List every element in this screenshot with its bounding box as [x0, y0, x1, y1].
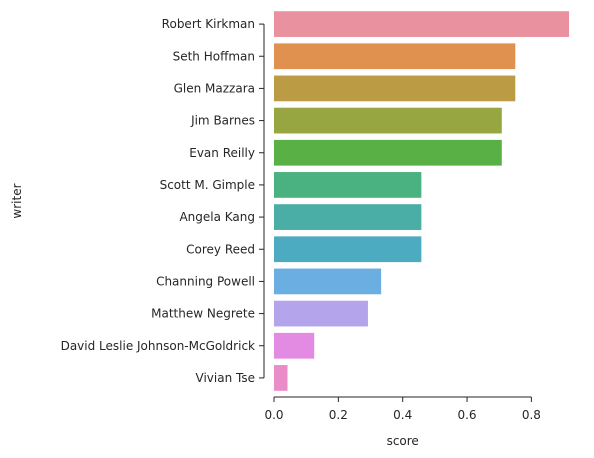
bar-9: [274, 300, 368, 327]
x-tick-label-3: 0.6: [457, 408, 476, 422]
y-tick-label-0: Robert Kirkman: [162, 17, 255, 31]
y-tick-label-2: Glen Mazzara: [174, 81, 255, 95]
y-tick-label-9: Matthew Negrete: [151, 307, 255, 321]
bar-1: [274, 43, 516, 70]
y-tick-labels: Robert Kirkman Seth Hoffman Glen Mazzara Ji…: [61, 17, 255, 385]
bar-10: [274, 332, 315, 359]
y-tick-label-6: Angela Kang: [179, 210, 255, 224]
bar-6: [274, 204, 422, 230]
bar-4: [274, 139, 502, 166]
bar-7: [274, 236, 422, 263]
bars-group: [274, 11, 570, 391]
x-tick-labels: 0.0 0.2 0.4 0.6 0.8: [264, 408, 540, 422]
x-tick-label-0: 0.0: [264, 408, 283, 422]
y-tick-label-8: Channing Powell: [156, 274, 255, 288]
y-axis-label: writer: [10, 183, 24, 218]
x-tick-label-1: 0.2: [329, 408, 348, 422]
bar-2: [274, 75, 516, 102]
y-tick-label-7: Corey Reed: [186, 242, 255, 256]
y-tick-label-10: David Leslie Johnson-McGoldrick: [61, 339, 255, 353]
y-tick-label-3: Jim Barnes: [190, 114, 255, 128]
bar-5: [274, 172, 422, 198]
y-tick-label-11: Vivian Tse: [196, 371, 255, 385]
bar-3: [274, 107, 502, 134]
x-tick-label-2: 0.4: [393, 408, 412, 422]
bar-0: [274, 11, 570, 37]
bar-8: [274, 268, 382, 295]
y-ticks: [259, 23, 264, 379]
x-ticks: [273, 397, 532, 402]
y-tick-label-5: Scott M. Gimple: [160, 178, 255, 192]
y-tick-label-1: Seth Hoffman: [173, 49, 255, 63]
x-tick-label-4: 0.8: [522, 408, 541, 422]
bar-11: [274, 365, 288, 391]
x-axis-label: score: [387, 434, 419, 448]
y-tick-label-4: Evan Reilly: [189, 146, 255, 160]
